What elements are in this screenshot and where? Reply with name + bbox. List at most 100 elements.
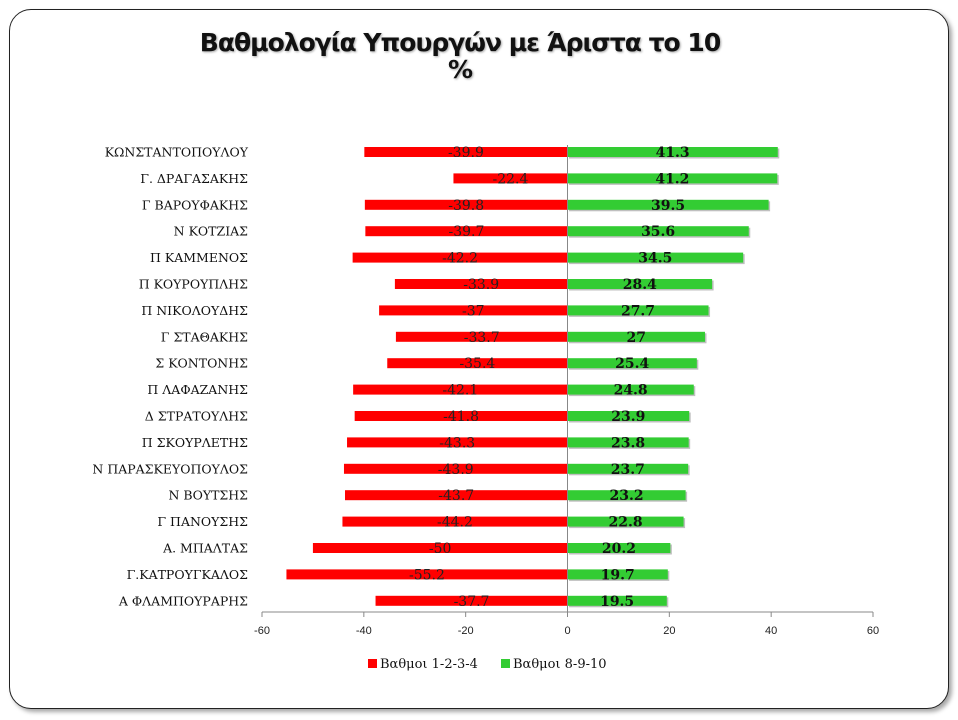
data-label-positive: 28.4 — [623, 277, 657, 293]
x-tick-label: 40 — [765, 625, 777, 637]
bar-positive — [567, 305, 709, 316]
category-label: ΚΩΝΣΤΑΝΤΟΠΟΥΛΟΥ — [105, 145, 249, 160]
category-label: Π ΚΑΜΜΕΝΟΣ — [150, 250, 248, 265]
bar-positive — [567, 437, 689, 448]
bar-positive — [567, 490, 686, 501]
category-label: Γ ΣΤΑΘΑΚΗΣ — [161, 329, 248, 344]
category-label: Δ ΣΤΡΑΤΟΥΛΗΣ — [145, 409, 248, 424]
legend-swatch — [501, 659, 510, 668]
x-tick-label: -40 — [356, 625, 372, 637]
data-label-positive: 41.2 — [655, 171, 689, 187]
bar-negative — [395, 331, 568, 342]
data-label-negative: -43.9 — [438, 462, 474, 478]
data-label-positive: 41.3 — [656, 145, 690, 161]
bar-negative — [342, 516, 568, 527]
data-label-positive: 27.7 — [621, 303, 655, 319]
category-label: Π ΛΑΦΑΖΑΝΗΣ — [147, 382, 248, 397]
data-label-positive: 23.7 — [611, 462, 645, 478]
bar-negative — [375, 595, 568, 606]
data-label-positive: 19.5 — [600, 594, 634, 610]
bar-positive — [567, 173, 778, 184]
bar-positive — [567, 358, 697, 369]
data-label-positive: 23.9 — [611, 409, 645, 425]
bar-negative — [394, 279, 568, 289]
data-label-negative: -43.7 — [438, 488, 474, 504]
bar-negative — [379, 305, 568, 316]
data-label-negative: -43.3 — [439, 435, 475, 451]
category-label: Γ.ΚΑΤΡΟΥΓΚΑΛΟΣ — [127, 567, 248, 582]
bar-negative — [343, 463, 568, 474]
bar-negative — [364, 147, 568, 157]
category-label: Ν ΠΑΡΑΣΚΕΥΟΠΟΥΛΟΣ — [92, 461, 248, 476]
data-label-positive: 34.5 — [638, 251, 672, 267]
data-label-negative: -41.8 — [443, 409, 479, 425]
chart-title: Βαθμολογία Υπουργών με Άριστα το 10 % — [180, 28, 740, 85]
x-tick-label: 60 — [867, 625, 879, 637]
bar-positive — [567, 595, 667, 606]
data-label-negative: -39.9 — [448, 145, 484, 161]
data-label-positive: 25.4 — [615, 356, 649, 372]
category-label: Α. ΜΠΑΛΤΑΣ — [162, 541, 248, 556]
data-label-positive: 24.8 — [614, 383, 648, 399]
data-label-negative: -22.4 — [493, 171, 529, 187]
chart-title-line2: % — [447, 55, 473, 84]
legend-entry: Βαθμοι 1-2-3-4 — [380, 657, 478, 672]
data-label-positive: 23.8 — [611, 435, 645, 451]
bar-positive — [567, 331, 705, 342]
x-tick-label: -20 — [458, 625, 474, 637]
data-label-positive: 20.2 — [602, 541, 636, 557]
bar-negative — [354, 411, 568, 421]
bar-negative — [365, 226, 568, 237]
legend-swatch — [368, 659, 377, 668]
data-label-negative: -55.2 — [409, 567, 445, 583]
x-tick-label: 20 — [663, 625, 675, 637]
x-tick-label: 0 — [564, 625, 570, 637]
data-label-negative: -50 — [429, 541, 452, 557]
category-label: Γ. ΔΡΑΓΑΣΑΚΗΣ — [140, 171, 248, 186]
bar-negative — [353, 384, 568, 395]
data-label-positive: 27 — [626, 330, 645, 346]
bar-positive — [567, 569, 668, 580]
bar-positive — [567, 516, 684, 527]
data-label-negative: -44.2 — [437, 515, 473, 531]
data-label-negative: -42.1 — [442, 383, 478, 399]
bar-positive — [567, 252, 744, 263]
data-label-negative: -42.2 — [442, 251, 478, 267]
data-label-negative: -33.9 — [463, 277, 499, 293]
bar-negative — [347, 437, 568, 448]
bar-positive — [567, 384, 694, 395]
x-tick-label: -60 — [254, 625, 270, 637]
bar-negative — [344, 490, 568, 501]
data-label-negative: -39.8 — [448, 198, 484, 214]
bar-negative — [312, 543, 568, 553]
bar-negative — [364, 199, 568, 210]
category-label: Π ΚΟΥΡΟΥΠΛΗΣ — [139, 277, 248, 292]
data-label-negative: -39.7 — [448, 224, 484, 240]
category-label: Ν ΚΟΤΖΙΑΣ — [174, 224, 248, 239]
category-label: Σ ΚΟΝΤΟΝΗΣ — [155, 356, 248, 371]
bar-positive — [567, 147, 778, 157]
data-label-negative: -33.7 — [464, 330, 500, 346]
category-label: Π ΝΙΚΟΛΟΥΔΗΣ — [141, 303, 248, 318]
category-label: Γ ΠΑΝΟΥΣΗΣ — [157, 514, 248, 529]
data-label-positive: 35.6 — [641, 224, 675, 240]
bar-positive — [567, 411, 690, 421]
data-label-positive: 23.2 — [610, 488, 644, 504]
category-label: Α ΦΛΑΜΠΟΥΡΑΡΗΣ — [118, 593, 248, 608]
bar-negative — [387, 358, 568, 369]
category-label: Π ΣΚΟΥΡΛΕΤΗΣ — [142, 435, 248, 450]
bar-positive — [567, 279, 713, 289]
data-label-positive: 39.5 — [651, 198, 685, 214]
bar-negative — [453, 173, 568, 184]
legend-entry: Βαθμοι 8-9-10 — [513, 657, 607, 672]
bar-positive — [567, 463, 689, 474]
data-label-negative: -37.7 — [454, 594, 490, 610]
category-label: Γ ΒΑΡΟΥΦΑΚΗΣ — [142, 197, 248, 212]
chart-title-line1: Βαθμολογία Υπουργών με Άριστα το 10 — [199, 28, 721, 57]
data-label-positive: 22.8 — [608, 515, 642, 531]
category-label: Ν ΒΟΥΤΣΗΣ — [168, 488, 248, 503]
bar-negative — [352, 252, 568, 263]
data-label-positive: 19.7 — [601, 567, 635, 583]
data-label-negative: -37 — [462, 303, 485, 319]
